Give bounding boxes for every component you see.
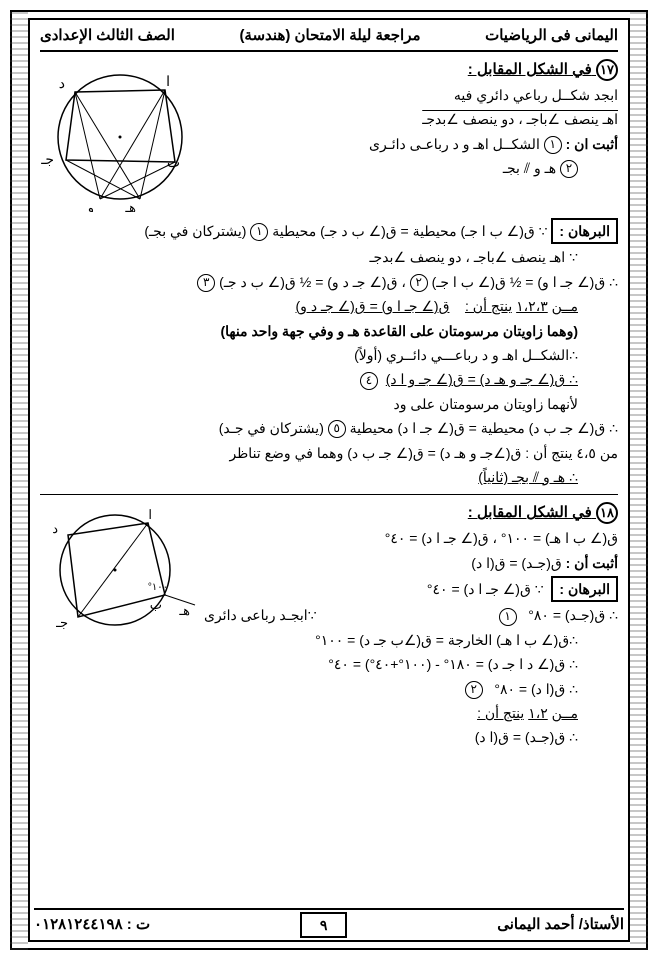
svg-text:ب: ب [167, 154, 180, 170]
svg-text:ب: ب [150, 597, 162, 612]
q17-pr2: ∵ اهـ ينصف ∠باجـ ، دو ينصف ∠بدجـ [40, 246, 618, 268]
q18-b2: ∴ ق(جـد) = ٨٠° ١ ∵ابجـد رباعى دائرى [204, 604, 618, 626]
q17-figure: ا د ب جـ هـ و [40, 62, 200, 212]
q18-b7: ∴ ق(جـد) = ق(ا د) [40, 726, 618, 748]
svg-text:جـ: جـ [40, 151, 54, 167]
q17-pr9: ∴ ق(∠ جـ ب د) محيطية = ق(∠ جـ ا د) محيطي… [40, 417, 618, 439]
deco-right [630, 10, 648, 950]
page-number: ٩ [300, 912, 348, 938]
header-left: الصف الثالث الإعدادى [40, 24, 175, 48]
q17-pr11: ∴ هـ و ⫽ بجـ (ثانياً) [40, 466, 618, 488]
q18-b5: ∴ ق(ا د) = ٨٠° ٢ [40, 678, 618, 700]
page-header: اليمانى فى الرياضيات مراجعة ليلة الامتحا… [40, 24, 618, 52]
q17-pr10: من ٤،٥ ينتج أن : ق(∠جـ و هـ د) = ق(∠ جـ … [40, 442, 618, 464]
header-right: اليمانى فى الرياضيات [485, 24, 618, 48]
svg-text:و: و [87, 200, 94, 212]
q17-pr6: ∴الشكــل اهـ و د رباعـــي دائــري (أولاً… [40, 344, 618, 366]
q18-b4: ∴ ق(∠ د ا جـ د) = ١٨٠° - (١٠٠°+٤٠°) = ٤٠… [40, 653, 618, 675]
q17-number: ١٧ [596, 59, 618, 81]
svg-text:هـ: هـ [124, 200, 136, 212]
deco-left [10, 10, 28, 950]
q18-title: في الشكل المقابل : [468, 504, 592, 521]
q17-title: في الشكل المقابل : [468, 61, 592, 78]
q17-pr5: (وهما زاويتان مرسومتان على القاعدة هـ و … [40, 320, 618, 342]
svg-text:د: د [59, 75, 65, 91]
separator [40, 494, 618, 495]
q18-figure: ا د جـ ب هـ ١٠٠° [40, 505, 200, 645]
q17-pr7: ∴ ق(∠ جـ و هـ د) = ق(∠ جـ و ا د) ٤ [40, 368, 618, 390]
q17-pr4: مــن ١،٢،٣ ينتج أن : ق(∠ جـ ا و) = ق(∠ ج… [40, 295, 618, 317]
svg-text:١٠٠°: ١٠٠° [148, 582, 168, 593]
footer-right: الأستاذ/ أحمد اليمانى [497, 913, 624, 937]
svg-text:هـ: هـ [178, 603, 190, 618]
header-center: مراجعة ليلة الامتحان (هندسة) [239, 24, 420, 48]
q17-pr8: لأنهما زاويتان مرسومتان على ود [40, 393, 618, 415]
page-footer: الأستاذ/ أحمد اليمانى ٩ ت : ٠١٢٨١٢٤٤١٩٨ [34, 908, 624, 938]
page-content: اليمانى فى الرياضيات مراجعة ليلة الامتحا… [34, 22, 624, 938]
q18-b6: مــن ١،٢ ينتج أن : [40, 702, 618, 724]
q17-block: ا د ب جـ هـ و ١٧ في الشكل المقابل : ابجد… [40, 58, 618, 216]
footer-left: ت : ٠١٢٨١٢٤٤١٩٨ [34, 913, 150, 937]
q18-block: ا د جـ ب هـ ١٠٠° ١٨ في الشكل المقابل : ق… [40, 501, 618, 751]
svg-text:د: د [52, 521, 58, 536]
q17-proof-label: البرهان : ∵ ق(∠ ب ا جـ) محيطية = ق(∠ ب د… [40, 218, 618, 244]
svg-text:ا: ا [148, 507, 152, 522]
svg-text:ا: ا [166, 73, 170, 89]
q17-pr3: ∴ ق(∠ جـ ا و) = ½ ق(∠ ب ا جـ) ٢ ، ق(∠ جـ… [40, 271, 618, 293]
svg-text:جـ: جـ [55, 615, 68, 630]
q18-number: ١٨ [596, 502, 618, 524]
